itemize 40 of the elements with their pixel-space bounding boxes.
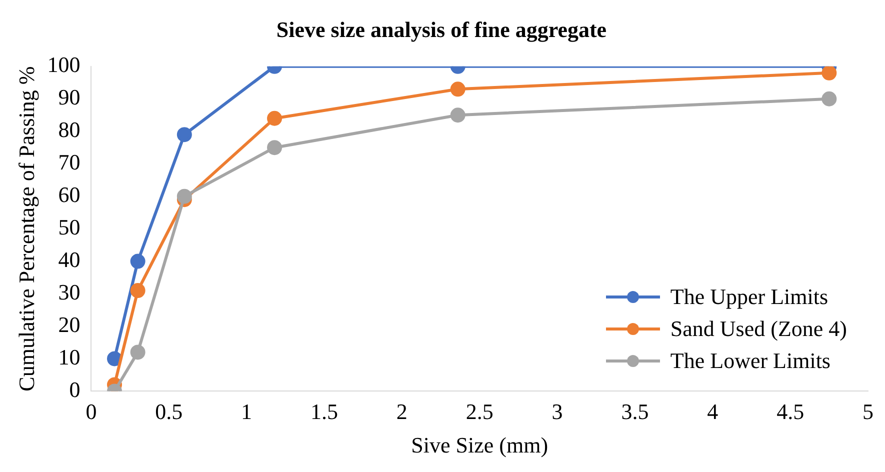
point — [107, 351, 122, 366]
legend-label: The Upper Limits — [670, 284, 828, 310]
point — [267, 110, 282, 126]
x-tick-label: 1 — [241, 399, 252, 424]
x-tick-label: 3 — [552, 399, 563, 424]
point — [822, 91, 837, 106]
y-tick-label: 60 — [58, 182, 80, 208]
x-tick-label: 4.5 — [776, 399, 804, 424]
y-tick-label: 100 — [47, 52, 80, 78]
x-tick-label: 4 — [707, 399, 718, 424]
y-tick-label: 40 — [58, 247, 80, 272]
x-axis-title: Sive Size (mm) — [411, 432, 548, 458]
y-tick-label: 70 — [58, 150, 80, 175]
point — [176, 188, 192, 204]
y-tick-label: 50 — [58, 214, 80, 240]
point — [130, 344, 146, 360]
y-tick-label: 0 — [69, 376, 80, 402]
y-tick-label: 10 — [58, 344, 80, 370]
y-tick-label: 80 — [58, 117, 80, 142]
y-tick-label: 90 — [58, 84, 80, 110]
x-tick-label: 0.5 — [155, 399, 183, 424]
point — [130, 254, 146, 269]
x-tick-label: 2 — [396, 399, 408, 424]
point — [450, 82, 466, 97]
chart-title: Sieve size analysis of fine aggregate — [276, 16, 607, 42]
point — [822, 66, 837, 80]
y-tick-label: 20 — [58, 312, 80, 338]
legend-label: Sand Used (Zone 4) — [670, 316, 847, 342]
legend-label: The Lower Limits — [670, 348, 830, 374]
y-tick-label: 30 — [58, 280, 80, 305]
x-tick-label: 1.5 — [310, 399, 338, 424]
point — [176, 127, 192, 142]
point — [450, 108, 466, 123]
x-tick-label: 3.5 — [621, 399, 649, 424]
x-tick-label: 2.5 — [466, 399, 494, 424]
x-tick-label: 5 — [862, 399, 874, 424]
x-tick-label: 0 — [86, 399, 97, 424]
point — [267, 140, 282, 156]
y-axis-title: Cumulative Percentage of Passing % — [14, 66, 39, 392]
point — [130, 283, 146, 298]
